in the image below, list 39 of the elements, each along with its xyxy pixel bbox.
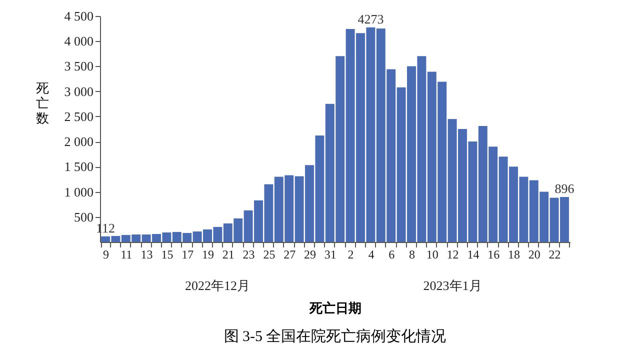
x-tick-label: 27 (284, 248, 296, 262)
x-tick-label: 22 (548, 248, 561, 262)
x-tick-label: 13 (140, 248, 153, 262)
x-tick-label: 17 (182, 248, 194, 262)
x-tick-label: 21 (222, 248, 234, 262)
text: 图 3-5 全国在院死亡病例变化情况 (224, 328, 446, 345)
y-tick-label: 3 500 (64, 58, 94, 74)
x-tick-label: 10 (426, 248, 438, 262)
x-tick-label: 20 (528, 248, 540, 262)
x-tick-label: 25 (263, 248, 276, 262)
y-tick-label: 500 (74, 209, 94, 224)
y-axis-title: 死亡数 (36, 80, 49, 126)
data-label: 896 (554, 181, 575, 196)
x-tick-label: 2 (348, 248, 354, 262)
y-tick-label: 2 000 (64, 134, 94, 150)
data-label: 4273 (358, 11, 384, 26)
x-tick-label: 14 (467, 248, 480, 262)
y-tick-label: 1 500 (64, 159, 94, 174)
y-tick-label: 1 000 (64, 184, 94, 200)
text: 2023年1月 (423, 278, 482, 293)
x-tick-label: 19 (202, 248, 214, 262)
x-tick-label: 9 (103, 248, 110, 262)
x-tick-label: 4 (368, 248, 374, 262)
x-tick-label: 23 (242, 248, 255, 262)
x-tick-label: 18 (508, 248, 520, 262)
y-tick-label: 4 000 (64, 34, 94, 49)
x-tick-label: 31 (324, 248, 336, 262)
text: 2022年12月 (185, 278, 250, 293)
x-tick-label: 12 (446, 248, 459, 262)
y-tick-label: 2 500 (64, 108, 94, 124)
y-tick-label: 3 000 (64, 84, 94, 99)
x-axis-title: 死亡日期 (308, 300, 362, 316)
x-tick-label: 29 (304, 248, 316, 262)
y-tick-label: 4 500 (64, 8, 94, 24)
x-tick-label: 16 (488, 248, 500, 262)
x-tick-label: 15 (161, 248, 174, 262)
x-tick-label: 8 (408, 248, 415, 262)
x-tick-label: 11 (120, 248, 132, 262)
x-tick-label: 6 (388, 248, 395, 262)
